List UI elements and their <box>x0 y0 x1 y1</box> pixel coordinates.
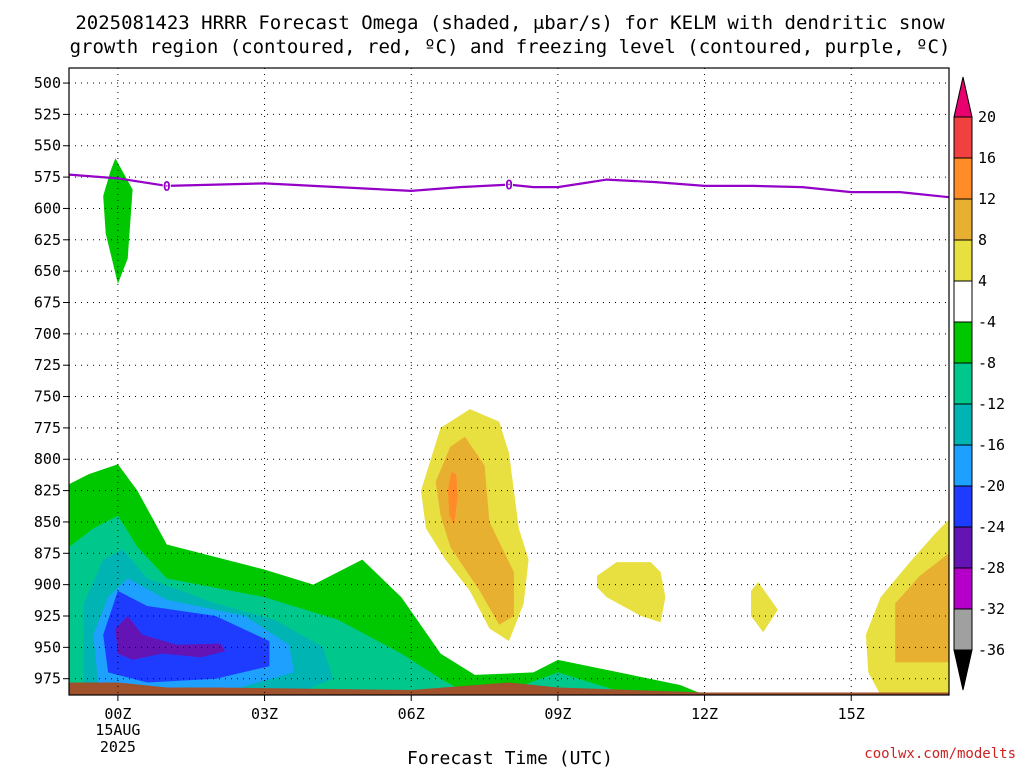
colorbar-segment <box>953 321 973 364</box>
grid-lines <box>69 68 949 695</box>
y-tick-label: 900 <box>34 576 61 594</box>
freezing-label-bg <box>505 177 513 192</box>
omega-region-14 <box>895 553 949 663</box>
colorbar-bottom-arrow <box>953 649 973 691</box>
y-tick-label: 825 <box>34 482 61 500</box>
colorbar-label: -8 <box>978 354 996 372</box>
colorbar-label: -24 <box>978 518 1005 536</box>
omega-region-10 <box>447 471 458 525</box>
y-tick-label: 925 <box>34 607 61 625</box>
colorbar-label: 16 <box>978 149 996 167</box>
colorbar-segment <box>953 239 973 282</box>
y-tick-label: 625 <box>34 231 61 249</box>
colorbar-segment <box>953 485 973 528</box>
y-tick-label: 775 <box>34 419 61 437</box>
y-tick-label: 750 <box>34 388 61 406</box>
colorbar-segment <box>953 403 973 446</box>
colorbar-label: 20 <box>978 108 996 126</box>
y-tick-label: 725 <box>34 356 61 374</box>
y-tick-label: 600 <box>34 199 61 217</box>
colorbar-label: 12 <box>978 190 996 208</box>
y-tick-label: 950 <box>34 638 61 656</box>
y-tick-label: 650 <box>34 262 61 280</box>
y-tick-label: 675 <box>34 293 61 311</box>
chart-title-line2: growth region (contoured, red, ºC) and f… <box>70 36 951 58</box>
omega-region-6 <box>103 590 270 683</box>
colorbar-label: -4 <box>978 313 996 331</box>
omega-shading <box>69 158 949 695</box>
colorbar-top-arrow <box>953 76 973 118</box>
terrain-fill <box>69 682 949 695</box>
colorbar-segment <box>953 608 973 651</box>
x-axis-label: Forecast Time (UTC) <box>407 748 613 768</box>
colorbar-label: 4 <box>978 272 987 290</box>
colorbar-segment <box>953 362 973 405</box>
colorbar-segment <box>953 157 973 200</box>
y-tick-label: 975 <box>34 670 61 688</box>
freezing-level-line <box>69 173 949 199</box>
x-tick-label: 15Z <box>838 705 865 723</box>
colorbar-label: -20 <box>978 477 1005 495</box>
y-tick-label: 700 <box>34 325 61 343</box>
omega-region-12 <box>751 582 778 633</box>
freezing-label-bg <box>162 178 171 193</box>
x-tick-date: 15AUG <box>95 721 140 739</box>
y-tick-label: 850 <box>34 513 61 531</box>
x-tick-year: 2025 <box>100 738 136 756</box>
x-tick-label: 09Z <box>544 705 571 723</box>
colorbar-segment <box>953 444 973 487</box>
colorbar-segment <box>953 526 973 569</box>
y-tick-label: 575 <box>34 168 61 186</box>
plot-frame <box>68 67 950 696</box>
pressure-axis: 500 525 550 575 600 625 650 675 700 725 750 775 800 8… <box>34 74 69 688</box>
omega-region-7 <box>115 616 226 660</box>
x-tick-label: 12Z <box>691 705 718 723</box>
y-tick-label: 800 <box>34 450 61 468</box>
omega-region-11 <box>597 562 666 623</box>
colorbar-segment <box>953 198 973 241</box>
freezing-level-label: 0 <box>505 179 513 194</box>
colorbar-segment <box>953 280 973 323</box>
colorbar-label: -16 <box>978 436 1005 454</box>
x-tick-label: 00Z <box>104 705 131 723</box>
credit-text: coolwx.com/modelts <box>864 746 1016 762</box>
y-tick-label: 875 <box>34 544 61 562</box>
x-tick-label: 06Z <box>398 705 425 723</box>
chart-title-line1: 2025081423 HRRR Forecast Omega (shaded, … <box>75 12 945 34</box>
colorbar-segment <box>953 567 973 610</box>
colorbar-label: -36 <box>978 641 1005 659</box>
y-tick-label: 500 <box>34 74 61 92</box>
colorbar-label: 8 <box>978 231 987 249</box>
colorbar: 20 16 12 8 4 -4 -8 -12 -16 -20 -24 -28 -32 -36 <box>953 76 1005 691</box>
y-tick-label: 525 <box>34 105 61 123</box>
x-tick-label: 03Z <box>251 705 278 723</box>
y-tick-label: 550 <box>34 137 61 155</box>
omega-region-1 <box>103 158 133 284</box>
freezing-level-label: 0 <box>163 180 171 195</box>
colorbar-segment <box>953 116 973 159</box>
colorbar-label: -28 <box>978 559 1005 577</box>
colorbar-label: -12 <box>978 395 1005 413</box>
colorbar-label: -32 <box>978 600 1005 618</box>
